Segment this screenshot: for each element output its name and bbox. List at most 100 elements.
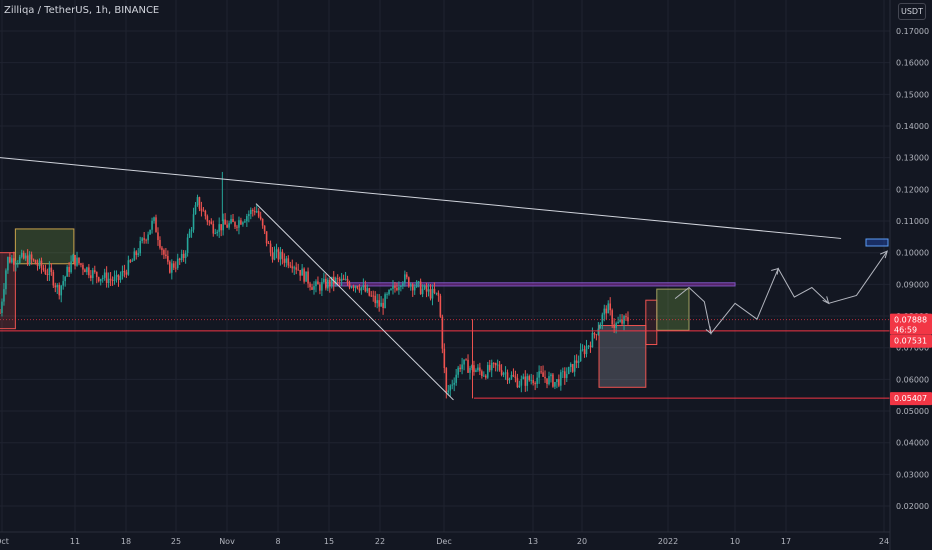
candle-body xyxy=(289,265,292,267)
candle-body xyxy=(172,263,175,268)
candle-body xyxy=(159,239,161,248)
candle-body xyxy=(388,289,390,295)
candle-body xyxy=(567,366,570,375)
candle-body xyxy=(92,270,94,279)
candle-body xyxy=(265,231,268,244)
chart-title: Zilliqa / TetherUS, 1h, BINANCE xyxy=(4,5,160,16)
candle-body xyxy=(427,289,430,292)
arrowhead xyxy=(822,296,830,305)
candle-body xyxy=(305,271,307,282)
candle-body xyxy=(368,288,371,296)
candle-body xyxy=(407,277,410,287)
candle-body xyxy=(131,260,134,262)
candle-body xyxy=(406,274,408,278)
candle-body xyxy=(127,260,130,275)
candle-body xyxy=(180,253,183,260)
candle-body xyxy=(429,289,432,299)
candle-body xyxy=(1,301,3,313)
candle-body xyxy=(573,360,576,372)
y-tick-label: 0.12000 xyxy=(896,185,929,194)
x-tick-label: 20 xyxy=(577,537,587,546)
candle-body xyxy=(9,257,11,263)
candle-body xyxy=(30,254,33,260)
candle-body xyxy=(192,214,195,230)
candle-body xyxy=(238,220,240,228)
candle-body xyxy=(123,270,126,273)
candle-body xyxy=(591,333,594,348)
candle-body xyxy=(58,284,61,296)
time-axis[interactable]: Oct 11 18 25 Nov 8 15 22 Dec 13 20 2022 10 17 24 xyxy=(0,531,890,546)
candle-body xyxy=(259,216,262,219)
candle-body xyxy=(206,216,209,222)
candle-body xyxy=(514,376,517,379)
price-axis[interactable]: 0.17000 0.16000 0.15000 0.14000 0.13000 0.120… xyxy=(889,0,929,550)
candle-body xyxy=(336,278,339,279)
candle-body xyxy=(619,319,621,322)
candle-body xyxy=(13,258,15,265)
candle-body xyxy=(461,364,463,370)
candle-body xyxy=(400,286,402,288)
candle-body xyxy=(321,282,323,291)
candle-body xyxy=(228,223,230,228)
candle-body xyxy=(313,286,315,290)
candle-body xyxy=(502,373,505,375)
candle-body xyxy=(301,268,303,276)
candle-body xyxy=(443,348,446,369)
candle-body xyxy=(161,247,163,251)
candle-body xyxy=(423,285,426,289)
candle-body xyxy=(240,220,242,225)
candle-body xyxy=(50,267,53,273)
candle-body xyxy=(589,345,592,348)
candle-body xyxy=(271,252,274,260)
candle-body xyxy=(465,359,467,361)
candle-body xyxy=(153,217,155,221)
candle-body xyxy=(334,278,337,285)
candle-body xyxy=(242,222,244,225)
candle-body xyxy=(601,314,604,324)
y-tick-label: 0.17000 xyxy=(896,27,929,36)
candle-body xyxy=(137,253,140,255)
candle-body xyxy=(295,267,298,270)
candle-body xyxy=(90,275,92,279)
current-price-label: 0.07888 xyxy=(894,316,927,325)
candle-body xyxy=(293,267,296,269)
trend-drawings[interactable] xyxy=(0,157,890,401)
drawing-shapes[interactable] xyxy=(0,228,889,388)
candle-body xyxy=(24,255,27,259)
candle-body xyxy=(577,361,580,363)
candle-body xyxy=(516,378,519,388)
candle-body xyxy=(32,259,35,261)
candle-body xyxy=(358,288,361,291)
candle-body xyxy=(398,287,400,291)
y-tick-label: 0.13000 xyxy=(896,154,929,163)
candle-body xyxy=(435,292,438,294)
candle-body xyxy=(319,284,321,291)
candle-body xyxy=(283,258,286,263)
candle-body xyxy=(451,384,454,386)
y-tick-label: 0.15000 xyxy=(896,90,929,99)
candle-body xyxy=(269,243,272,253)
candle-body xyxy=(174,267,177,269)
candle-body xyxy=(548,376,550,385)
arrowhead xyxy=(879,250,888,259)
candle-body xyxy=(70,261,72,273)
candle-body xyxy=(97,277,100,282)
candle-body xyxy=(202,210,205,212)
candle-body xyxy=(210,221,213,224)
currency-button[interactable]: USDT xyxy=(898,3,926,20)
candle-body xyxy=(149,229,151,235)
candle-body xyxy=(303,268,305,282)
candle-body xyxy=(0,312,1,314)
candle-body xyxy=(86,267,88,273)
x-tick-label: 18 xyxy=(121,537,131,546)
candle-body xyxy=(330,276,333,287)
candle-body xyxy=(40,260,43,268)
candle-body xyxy=(346,278,349,284)
candle-body xyxy=(103,272,106,278)
candle-body xyxy=(532,380,534,384)
candle-body xyxy=(437,292,440,296)
candle-body xyxy=(538,371,540,378)
candle-body xyxy=(593,333,596,335)
